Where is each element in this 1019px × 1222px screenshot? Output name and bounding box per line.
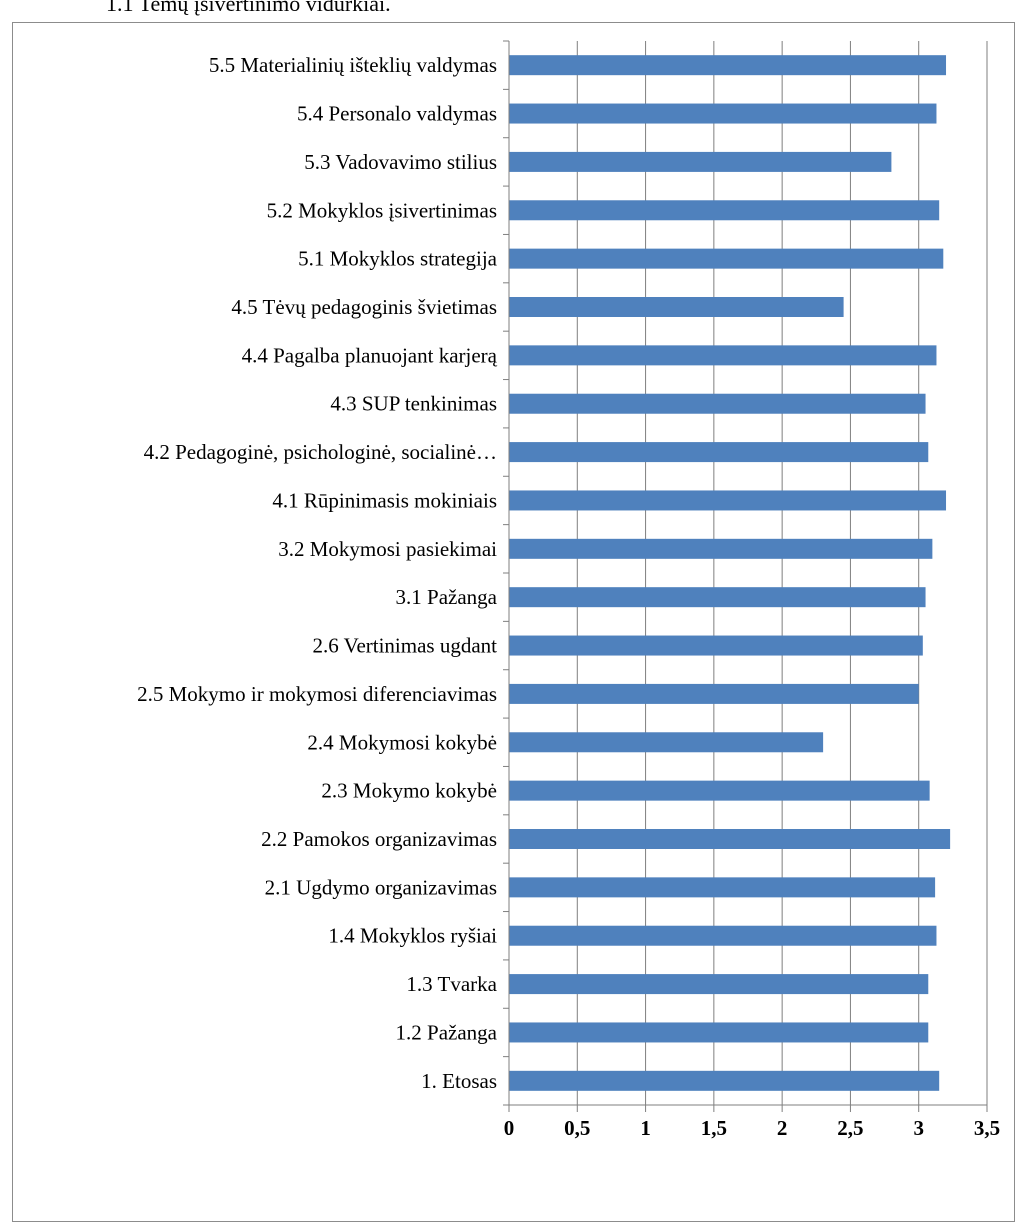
- bar: [509, 1070, 940, 1091]
- category-label: 1.3 Tvarka: [406, 972, 497, 996]
- bar: [509, 732, 824, 753]
- category-label: 3.2 Mokymosi pasiekimai: [278, 537, 497, 561]
- bar: [509, 1022, 929, 1043]
- category-label: 2.5 Mokymo ir mokymosi diferenciavimas: [137, 682, 497, 706]
- bar: [509, 683, 919, 704]
- category-label: 1.4 Mokyklos ryšiai: [328, 924, 497, 948]
- x-tick-label: 3: [913, 1116, 924, 1140]
- bar: [509, 587, 926, 608]
- bar: [509, 393, 926, 414]
- x-tick-label: 3,5: [974, 1116, 1000, 1140]
- bar: [509, 151, 892, 172]
- category-label: 1. Etosas: [421, 1069, 497, 1093]
- category-label: 4.1 Rūpinimasis mokiniais: [272, 488, 497, 512]
- bar: [509, 345, 937, 366]
- category-label: 2.1 Ugdymo organizavimas: [265, 875, 497, 899]
- category-label: 2.4 Mokymosi kokybė: [307, 730, 497, 754]
- axes: [503, 40, 988, 1112]
- bar: [509, 974, 929, 995]
- category-label: 2.2 Pamokos organizavimas: [261, 827, 497, 851]
- bar: [509, 635, 923, 656]
- x-tick-label: 1: [640, 1116, 651, 1140]
- bar: [509, 829, 951, 849]
- x-tick-label: 1,5: [701, 1116, 727, 1140]
- category-label: 5.2 Mokyklos įsivertinimas: [267, 198, 497, 222]
- bar: [509, 200, 940, 221]
- x-tick-label: 0,5: [564, 1116, 590, 1140]
- category-label: 5.1 Mokyklos strategija: [298, 247, 498, 271]
- x-tick-label: 0: [504, 1116, 515, 1140]
- category-label: 4.5 Tėvų pedagoginis švietimas: [231, 295, 497, 319]
- bar: [509, 103, 937, 124]
- x-tick-label: 2,5: [837, 1116, 863, 1140]
- category-label: 5.3 Vadovavimo stilius: [304, 150, 497, 174]
- bar: [509, 925, 937, 946]
- category-label: 2.6 Vertinimas ugdant: [312, 634, 497, 658]
- bar: [509, 538, 933, 559]
- bar: [509, 297, 844, 317]
- bar: [509, 55, 947, 76]
- bar: [509, 490, 947, 511]
- bar: [509, 442, 929, 463]
- category-label: 4.2 Pedagoginė, psichologinė, socialinė…: [144, 440, 497, 464]
- bar: [509, 780, 930, 801]
- category-label: 2.3 Mokymo kokybė: [321, 779, 497, 803]
- labels: 0 0,5 1 1,5 2 2,5 3 3,5 1. Etosas 1.2 Pažanga 1.3 …: [137, 53, 1000, 1140]
- bars: [509, 55, 951, 1091]
- bar: [509, 877, 936, 898]
- x-tick-label: 2: [777, 1116, 788, 1140]
- figure-caption: 1.1 Temų įsivertinimo vidurkiai.: [106, 0, 391, 16]
- category-label: 5.4 Personalo valdymas: [297, 102, 497, 126]
- category-label: 3.1 Pažanga: [396, 585, 498, 609]
- category-label: 1.2 Pažanga: [396, 1020, 498, 1044]
- category-label: 4.4 Pagalba planuojant karjerą: [242, 343, 498, 367]
- category-label: 4.3 SUP tenkinimas: [330, 392, 497, 416]
- category-label: 5.5 Materialinių išteklių valdymas: [209, 53, 497, 77]
- bar: [509, 248, 944, 269]
